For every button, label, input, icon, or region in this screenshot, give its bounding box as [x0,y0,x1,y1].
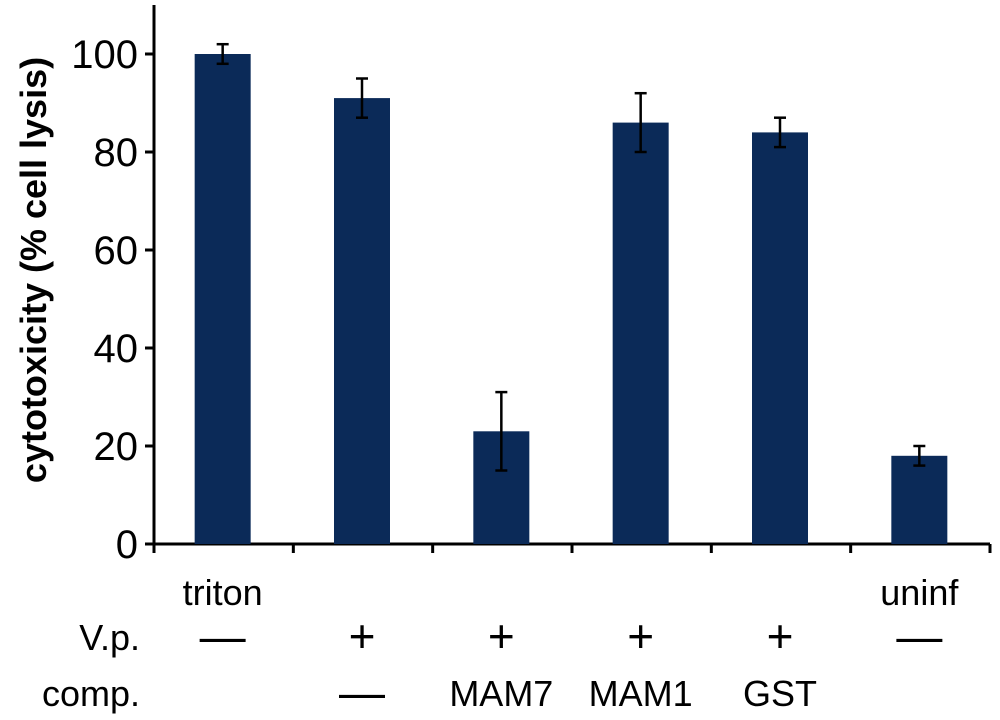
bar [891,455,948,544]
row-cell: + [349,610,376,662]
category-label: triton [183,572,263,613]
y-tick-label: 20 [94,425,139,469]
bar [334,98,390,544]
row-label: comp. [42,673,140,714]
error-bars [216,42,926,472]
y-tick-label: 40 [94,327,139,371]
y-tick-label: 80 [94,131,139,175]
row-cell: MAM7 [449,673,553,714]
row-cell: + [488,610,515,662]
row-label: V.p. [79,617,140,658]
bar [612,122,669,544]
row-cell: MAM1 [589,673,693,714]
bar [194,54,251,544]
axes [152,5,992,553]
bars [194,54,948,544]
category-labels: triton uninf [183,572,960,613]
y-axis-label: cytotoxicity (% cell lysis) [13,57,54,483]
y-tick-label: 60 [94,229,139,273]
y-tick-label: 0 [116,523,138,567]
row-cell: GST [743,673,817,714]
bar [752,132,808,544]
y-ticks: 0 20 40 60 80 100 [71,33,154,567]
row-cell: + [627,610,654,662]
category-label: uninf [880,572,959,613]
y-tick-label: 100 [71,33,138,77]
row-cell: — [339,666,385,718]
row-cell: + [767,610,794,662]
row-cell: — [200,610,246,662]
row-cell: — [896,610,942,662]
condition-rows: V.p. — + + + + —comp. — MAM7 MAM1 GST [42,610,942,718]
